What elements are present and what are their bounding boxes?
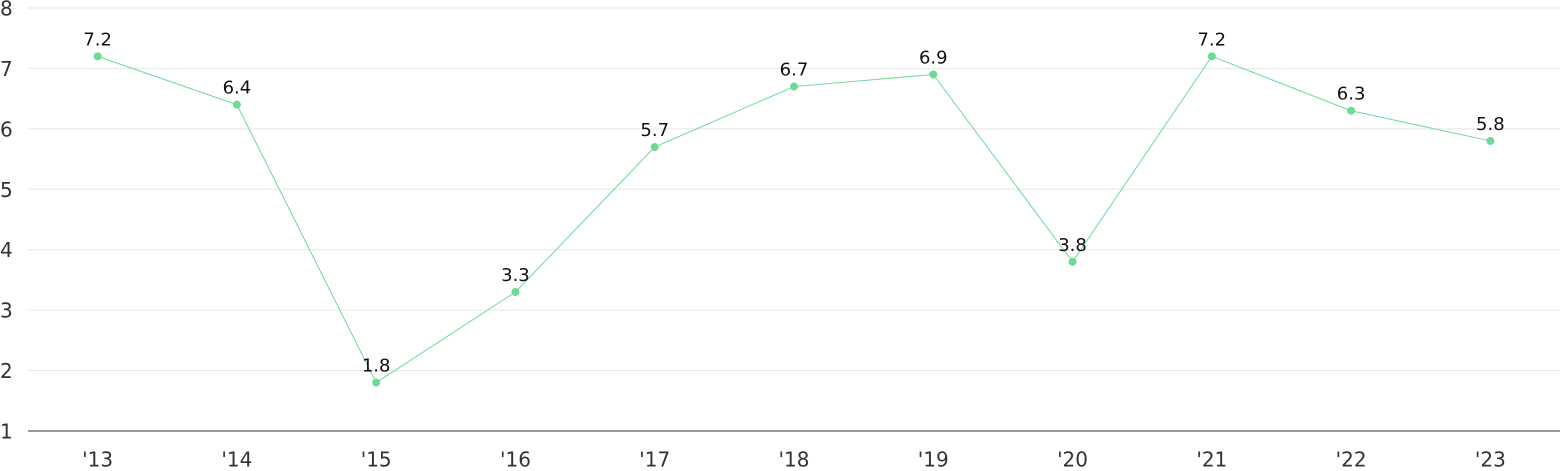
point [232,100,241,109]
data-label: 6.7 [780,60,809,81]
point [790,82,798,91]
point [511,288,520,297]
data-label: 3.8 [1058,235,1087,256]
point [372,378,381,387]
x-tick-label: '20 [1057,448,1088,471]
data-label: 1.8 [362,356,391,377]
point [1347,106,1356,115]
y-tick-label: 6 [0,117,13,141]
x-tick-label: '14 [221,448,252,471]
data-label: 7.2 [83,29,112,50]
y-tick-label: 8 [0,0,13,21]
data-label: 6.4 [223,78,252,99]
data-label: 6.3 [1337,84,1366,105]
point [929,70,938,79]
point [93,52,102,61]
data-label: 3.3 [501,265,530,286]
y-tick-label: 2 [0,359,13,383]
y-tick-label: 4 [0,238,13,262]
point [650,142,659,151]
x-tick-label: '22 [1336,448,1367,471]
x-tick-label: '13 [82,448,113,471]
y-tick-label: 5 [0,178,13,202]
data-label: 5.8 [1476,114,1505,135]
x-tick-label: '16 [500,448,531,471]
point [1486,136,1495,145]
x-tick-label: '23 [1475,448,1506,471]
data-label: 6.9 [919,47,948,68]
y-tick-label: 7 [0,57,13,81]
data-label: 7.2 [1197,29,1226,50]
x-tick-label: '21 [1196,448,1227,471]
x-tick-label: '15 [361,448,392,471]
x-tick-label: '18 [779,448,810,471]
x-tick-label: '19 [918,448,949,471]
line [97,55,1491,384]
y-tick-label: 3 [0,299,13,323]
x-tick-label: '17 [639,448,670,471]
y-tick-label: 1 [0,420,13,444]
point [1068,257,1077,266]
point [1207,52,1216,61]
data-label: 5.7 [640,120,669,141]
